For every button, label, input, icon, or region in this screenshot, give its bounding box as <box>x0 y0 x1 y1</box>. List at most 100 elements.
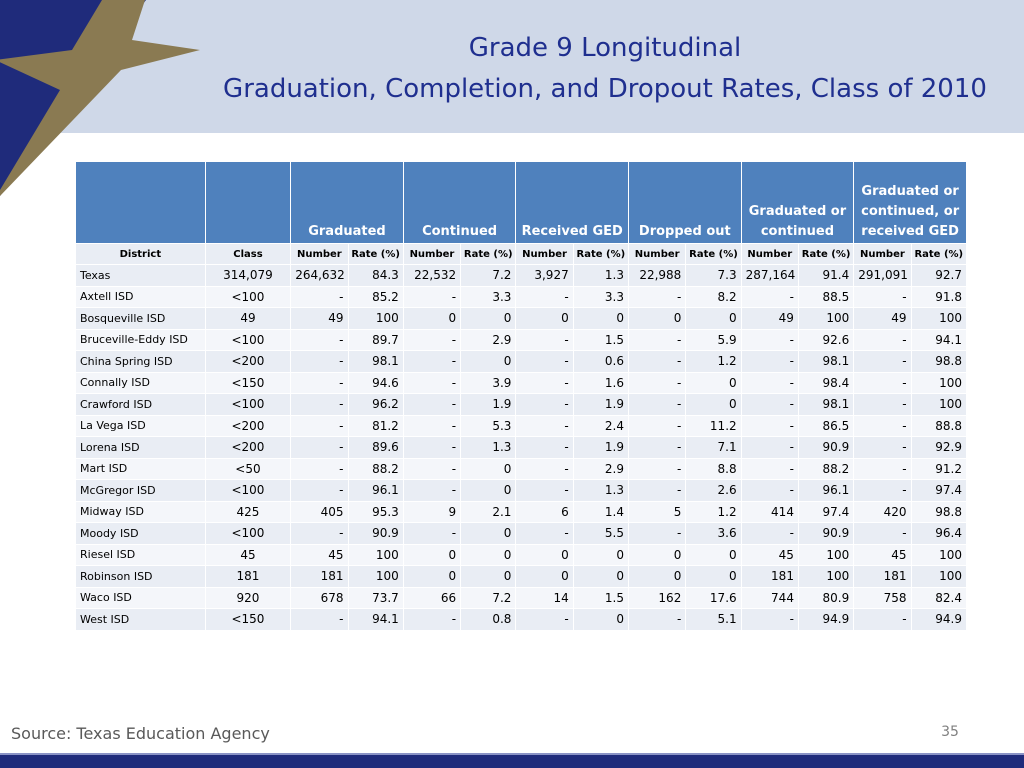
table-cell: 0 <box>572 307 630 330</box>
class-cell: <50 <box>204 457 292 480</box>
corner-decoration <box>0 0 200 196</box>
table-cell: 88.5 <box>797 285 855 308</box>
source-note: Source: Texas Education Agency <box>11 724 270 743</box>
table-cell: 100 <box>910 307 968 330</box>
table-cell: 678 <box>290 586 349 609</box>
class-cell: <100 <box>204 479 292 502</box>
column-header-row: District Class Number Rate (%) Number Ra… <box>75 243 968 265</box>
table-cell: 3.6 <box>685 522 742 545</box>
table-cell: 88.2 <box>347 457 404 480</box>
column-header: Number <box>290 243 349 265</box>
table-cell: 0 <box>572 565 630 588</box>
table-cell: 1.9 <box>460 393 517 416</box>
table-cell: 3.3 <box>572 285 630 308</box>
table-cell: 264,632 <box>290 264 349 287</box>
table-cell: - <box>740 350 799 373</box>
table-cell: 73.7 <box>347 586 404 609</box>
table-cell: 89.6 <box>347 436 404 459</box>
table-cell: - <box>515 608 574 631</box>
table-cell: 0 <box>460 522 517 545</box>
group-header-blank <box>75 161 206 244</box>
group-header-graduated: Graduated <box>290 161 404 244</box>
group-header-graduated-or-continued: Graduated or continued <box>740 161 855 244</box>
table-cell: - <box>515 479 574 502</box>
table-cell: 1.3 <box>572 264 630 287</box>
table-cell: 0 <box>460 543 517 566</box>
column-header: Number <box>740 243 799 265</box>
table-cell: 0 <box>628 307 687 330</box>
table-cell: 2.9 <box>572 457 630 480</box>
table-cell: - <box>515 350 574 373</box>
class-cell: 314,079 <box>204 264 292 287</box>
district-cell: Midway ISD <box>75 500 206 523</box>
table-cell: - <box>628 436 687 459</box>
table-cell: 97.4 <box>910 479 968 502</box>
table-cell: 1.3 <box>460 436 517 459</box>
table-cell: 94.9 <box>797 608 855 631</box>
district-cell: Lorena ISD <box>75 436 206 459</box>
class-cell: <100 <box>204 393 292 416</box>
district-cell: Moody ISD <box>75 522 206 545</box>
table-cell: 45 <box>290 543 349 566</box>
table-cell: - <box>515 414 574 437</box>
table-cell: 0 <box>460 350 517 373</box>
table-row: Robinson ISD 181 181 100 0 0 0 0 0 0 181 100 181 100 <box>75 565 968 588</box>
group-header-row: Graduated Continued Received GED Dropped… <box>75 161 967 244</box>
table-cell: 181 <box>290 565 349 588</box>
table-cell: 0 <box>515 543 574 566</box>
table-cell: - <box>740 436 799 459</box>
district-cell: West ISD <box>75 608 206 631</box>
table-cell: 91.4 <box>797 264 855 287</box>
table-cell: 0 <box>402 543 462 566</box>
table-cell: 1.3 <box>572 479 630 502</box>
table-cell: 0.6 <box>572 350 630 373</box>
table-cell: 96.4 <box>910 522 968 545</box>
class-cell: 425 <box>204 500 292 523</box>
class-cell: <200 <box>204 350 292 373</box>
district-cell: Crawford ISD <box>75 393 206 416</box>
table-cell: 0 <box>402 307 462 330</box>
group-header-continued: Continued <box>402 161 517 244</box>
table-cell: - <box>628 608 687 631</box>
table-cell: 14 <box>515 586 574 609</box>
table-cell: 5.5 <box>572 522 630 545</box>
column-header: Rate (%) <box>685 243 742 265</box>
table-row: Crawford ISD <100-96.2-1.9-1.9-0-98.1-100 <box>75 393 968 416</box>
table-row: Mart ISD <50-88.2-0-2.9-8.8-88.2-91.2 <box>75 457 968 480</box>
table-cell: - <box>290 285 349 308</box>
group-header-dropped-out: Dropped out <box>628 161 742 244</box>
column-header: Rate (%) <box>460 243 517 265</box>
table-cell: - <box>290 436 349 459</box>
table-cell: 1.4 <box>572 500 630 523</box>
table-cell: - <box>402 285 462 308</box>
table-cell: - <box>628 350 687 373</box>
table-cell: 90.9 <box>797 522 855 545</box>
table-cell: 0 <box>460 479 517 502</box>
table-cell: 0 <box>460 457 517 480</box>
table-cell: 92.7 <box>910 264 968 287</box>
table-cell: - <box>853 328 912 351</box>
table-cell: - <box>628 285 687 308</box>
table-cell: 100 <box>797 543 855 566</box>
table-cell: 98.8 <box>910 500 968 523</box>
table-cell: 0 <box>460 565 517 588</box>
table-cell: - <box>628 457 687 480</box>
table-cell: - <box>740 457 799 480</box>
table-cell: - <box>515 328 574 351</box>
table-cell: 758 <box>853 586 912 609</box>
district-cell: Riesel ISD <box>75 543 206 566</box>
column-header: Number <box>628 243 687 265</box>
table-cell: 80.9 <box>797 586 855 609</box>
table-cell: - <box>740 608 799 631</box>
class-cell: <100 <box>204 522 292 545</box>
table-cell: - <box>853 457 912 480</box>
table-cell: 95.3 <box>347 500 404 523</box>
table-cell: 0 <box>685 307 742 330</box>
table-cell: - <box>853 285 912 308</box>
class-cell: <100 <box>204 328 292 351</box>
table-cell: 96.1 <box>797 479 855 502</box>
table-cell: 2.1 <box>460 500 517 523</box>
table-cell: - <box>290 457 349 480</box>
table-row: Texas 314,079 264,632 84.3 22,532 7.2 3,927 1.3… <box>75 264 968 287</box>
column-header: Rate (%) <box>572 243 630 265</box>
